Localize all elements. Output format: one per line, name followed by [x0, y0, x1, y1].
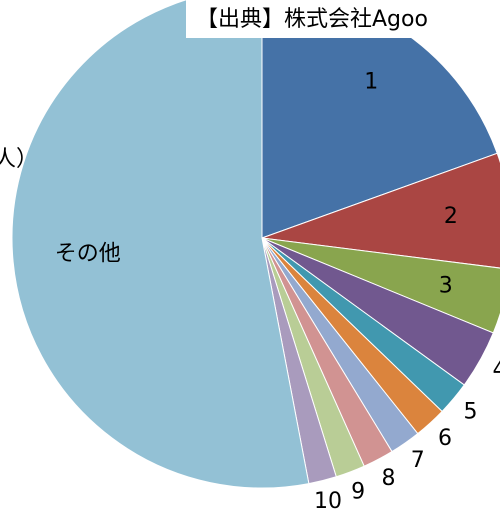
slice-label: 9 — [351, 479, 365, 504]
slice-label: 1 — [364, 70, 378, 95]
pie-slice — [11, 0, 310, 489]
slice-label: 5 — [463, 400, 477, 425]
slice-label: 2 — [444, 204, 458, 229]
slice-label: 8 — [382, 466, 396, 491]
source-note: 【出典】株式会社Agoo — [196, 7, 428, 32]
slice-label: 3 — [439, 273, 453, 298]
slice-label: 7 — [411, 448, 425, 473]
source-box — [186, 0, 500, 38]
slice-label: 6 — [438, 426, 452, 451]
slice-label: 4 — [493, 358, 500, 383]
slice-label: その他 — [55, 241, 121, 266]
pie — [11, 0, 500, 489]
pie-slice — [261, 152, 500, 269]
fragment-label: 人） — [0, 147, 38, 172]
slice-label: 10 — [314, 489, 342, 514]
